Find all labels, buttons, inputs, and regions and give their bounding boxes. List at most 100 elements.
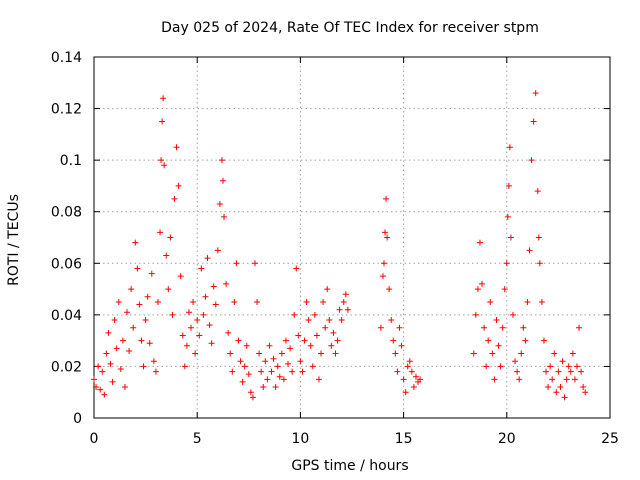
- data-point: [128, 286, 135, 293]
- data-point: [247, 389, 254, 396]
- data-point: [576, 324, 583, 331]
- data-point: [221, 213, 228, 220]
- chart-title: Day 025 of 2024, Rate Of TEC Index for r…: [161, 20, 539, 36]
- data-point: [340, 298, 347, 305]
- data-point: [567, 368, 574, 375]
- data-point: [287, 345, 294, 352]
- y-tick-label: 0.14: [51, 50, 82, 66]
- data-point: [161, 162, 168, 169]
- data-point: [336, 306, 343, 313]
- data-point: [206, 322, 213, 329]
- data-point: [262, 358, 269, 365]
- data-point: [167, 234, 174, 241]
- data-point: [396, 324, 403, 331]
- data-point: [268, 368, 275, 375]
- ticks: [93, 56, 611, 419]
- plot-frame: [93, 56, 611, 419]
- data-point: [392, 350, 399, 357]
- data-point: [225, 329, 232, 336]
- data-point: [160, 95, 167, 102]
- data-point: [220, 177, 226, 184]
- data-point: [569, 350, 576, 357]
- data-point: [485, 337, 492, 344]
- data-point: [173, 144, 180, 151]
- data-point: [93, 384, 100, 391]
- data-point: [200, 311, 207, 318]
- data-point: [516, 376, 523, 383]
- data-point: [479, 280, 486, 287]
- data-point: [383, 195, 390, 202]
- data-point: [214, 247, 221, 254]
- data-point: [119, 337, 126, 344]
- data-point: [295, 332, 302, 339]
- data-point: [390, 337, 397, 344]
- data-point: [551, 350, 558, 357]
- data-point: [266, 342, 273, 349]
- data-point: [144, 293, 151, 300]
- data-point: [538, 298, 545, 305]
- data-point: [472, 311, 479, 318]
- data-point: [545, 384, 552, 391]
- x-tick-label: 15: [395, 431, 413, 447]
- data-point: [138, 337, 145, 344]
- data-point: [543, 368, 550, 375]
- data-point: [532, 90, 539, 97]
- data-point: [505, 182, 512, 189]
- data-point: [514, 368, 521, 375]
- data-point: [202, 293, 209, 300]
- data-point: [142, 317, 149, 324]
- data-point: [520, 324, 527, 331]
- data-point: [99, 368, 106, 375]
- data-point: [495, 342, 502, 349]
- data-point: [293, 265, 300, 272]
- data-point: [303, 298, 310, 305]
- y-tick-label: 0.12: [51, 102, 82, 118]
- data-point: [229, 368, 236, 375]
- data-point: [243, 342, 250, 349]
- data-point: [245, 371, 252, 378]
- data-point: [237, 358, 244, 365]
- data-point: [330, 329, 337, 336]
- data-point: [103, 350, 110, 357]
- data-point: [476, 239, 483, 246]
- data-point: [158, 157, 165, 164]
- data-point: [148, 270, 155, 277]
- tick-labels: 0 5 10 15 20 25 0 0.02 0.04 0.06 0.08 0.1 0.12 0.14: [51, 50, 619, 447]
- y-tick-label: 0.02: [51, 359, 82, 375]
- data-point: [406, 358, 413, 365]
- data-point: [260, 384, 267, 391]
- data-point: [400, 376, 407, 383]
- data-point: [384, 234, 391, 241]
- data-point: [506, 144, 513, 151]
- data-point: [501, 286, 508, 293]
- data-point: [111, 317, 118, 324]
- data-point: [251, 260, 258, 267]
- grid: [94, 57, 610, 418]
- data-point: [573, 363, 580, 370]
- data-point: [582, 389, 589, 396]
- data-point: [130, 324, 137, 331]
- data-point: [379, 273, 386, 280]
- data-point: [235, 337, 242, 344]
- y-tick-label: 0: [73, 411, 82, 427]
- data-point: [571, 376, 578, 383]
- data-point: [181, 363, 188, 370]
- data-point: [299, 368, 306, 375]
- x-tick-label: 25: [601, 431, 619, 447]
- data-point: [559, 358, 566, 365]
- data-point: [183, 342, 190, 349]
- data-point: [159, 118, 166, 125]
- data-point: [282, 337, 289, 344]
- data-point: [338, 317, 345, 324]
- data-point: [239, 378, 246, 385]
- data-point: [503, 260, 510, 267]
- data-point: [499, 324, 506, 331]
- data-point: [410, 384, 417, 391]
- data-point: [305, 317, 312, 324]
- data-point: [530, 118, 537, 125]
- data-point: [483, 363, 490, 370]
- data-point: [507, 234, 514, 241]
- data-point: [163, 252, 170, 259]
- data-point: [231, 298, 238, 305]
